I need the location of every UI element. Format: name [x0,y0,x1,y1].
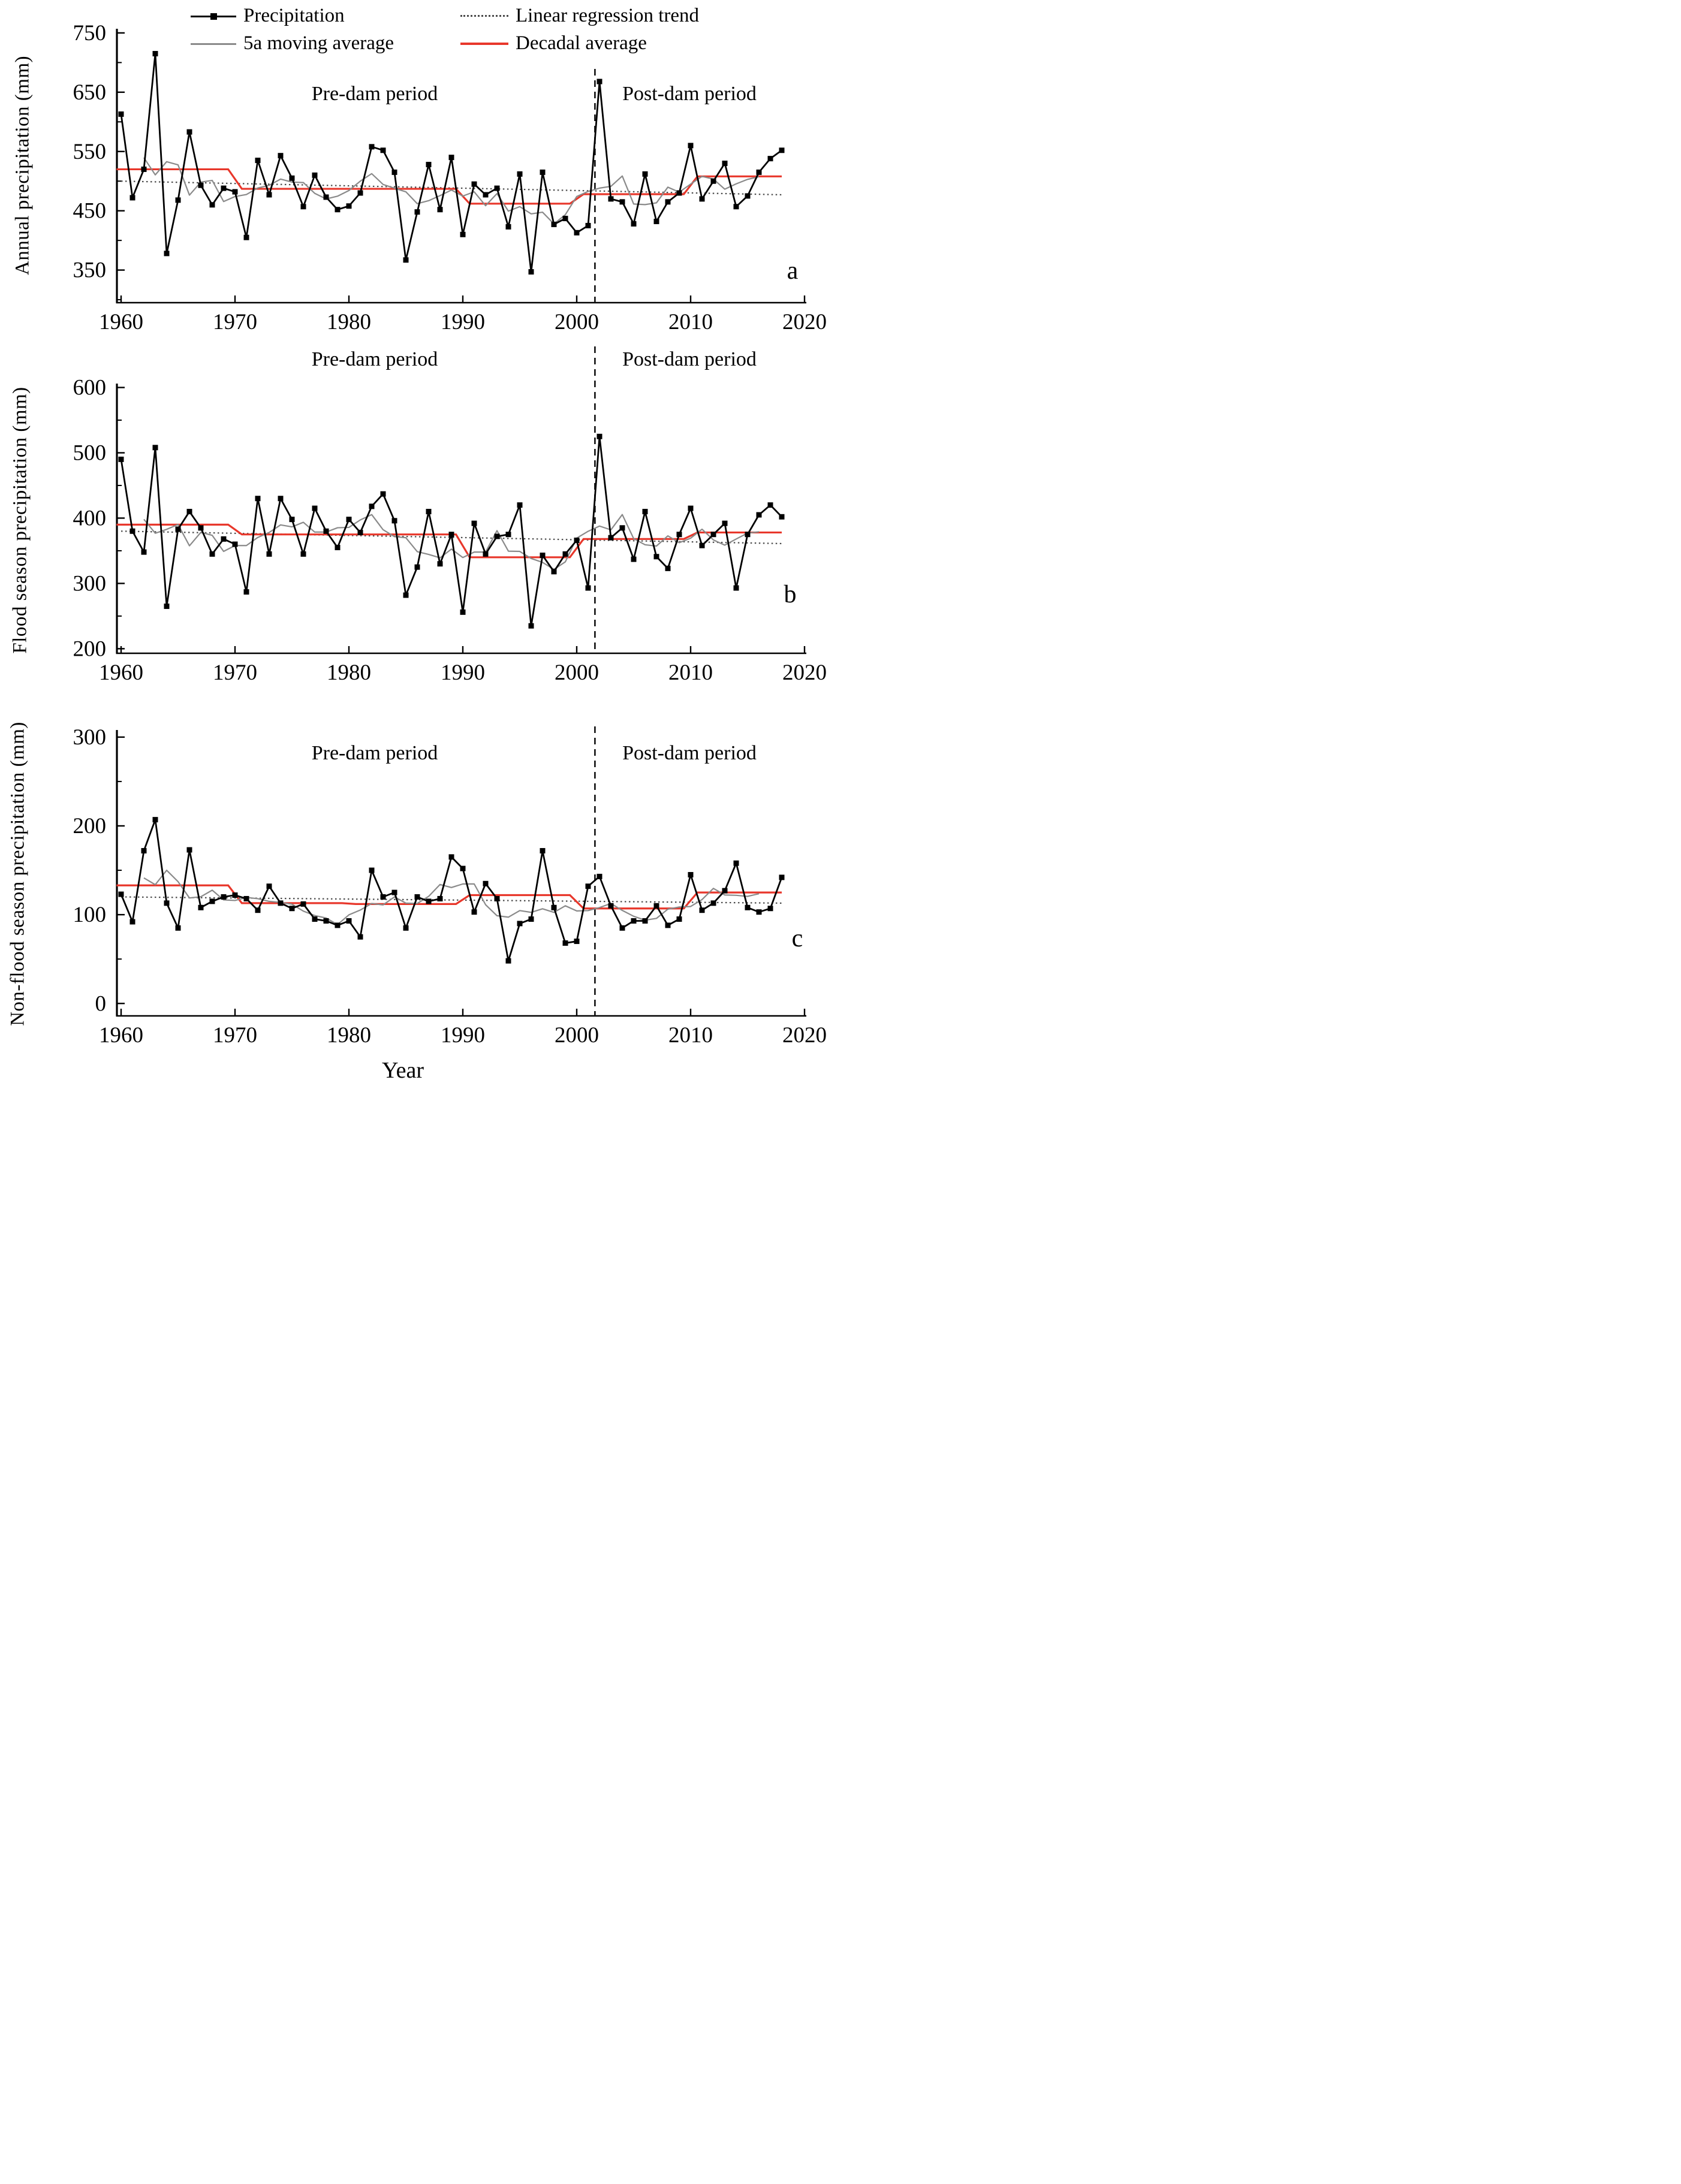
svg-text:2020: 2020 [782,1023,827,1048]
pre-dam-label-a: Pre-dam period [311,83,438,105]
svg-text:300: 300 [73,571,107,596]
y-axis-title-c: Non-flood season precipitation (mm) [7,722,29,1026]
svg-text:2000: 2000 [555,660,599,685]
svg-text:1990: 1990 [441,310,485,334]
red-line-icon [460,40,508,47]
y-axis-title-b: Flood season precipitation (mm) [9,387,31,654]
svg-text:400: 400 [73,506,107,530]
legend-item-moving-average: 5a moving average [191,34,394,53]
svg-text:2010: 2010 [668,660,713,685]
svg-text:2000: 2000 [555,310,599,334]
svg-text:2020: 2020 [782,310,827,334]
svg-text:1980: 1980 [327,310,371,334]
svg-text:1970: 1970 [213,660,257,685]
legend-label: 5a moving average [243,32,394,54]
precipitation-line-icon [191,13,236,20]
svg-text:1980: 1980 [327,660,371,685]
svg-text:2010: 2010 [668,310,713,334]
svg-text:300: 300 [73,725,107,750]
svg-text:750: 750 [73,21,107,46]
svg-text:350: 350 [73,258,107,283]
gray-line-icon [191,40,236,47]
svg-text:650: 650 [73,80,107,105]
svg-text:1970: 1970 [213,1023,257,1048]
svg-text:0: 0 [95,991,107,1016]
svg-text:550: 550 [73,140,107,164]
panel-letter-b: b [784,581,797,608]
svg-text:200: 200 [73,814,107,838]
svg-text:600: 600 [73,376,107,400]
dotted-line-icon [460,13,508,20]
svg-text:1980: 1980 [327,1023,371,1048]
svg-text:1960: 1960 [99,660,143,685]
svg-text:1960: 1960 [99,310,143,334]
svg-text:450: 450 [73,199,107,224]
svg-text:2010: 2010 [668,1023,713,1048]
svg-text:1970: 1970 [213,310,257,334]
svg-text:100: 100 [73,903,107,927]
post-dam-label-b: Post-dam period [622,348,757,370]
svg-text:500: 500 [73,441,107,465]
pre-dam-label-c: Pre-dam period [311,742,438,764]
legend-item-decadal: Decadal average [460,34,647,53]
svg-text:1990: 1990 [441,1023,485,1048]
precipitation-figure: 350 450 550 650 750 1960 1970 1980 1990 2000 2010 2… [0,0,840,1092]
svg-text:1960: 1960 [99,1023,143,1048]
legend-label: Linear regression trend [516,5,700,26]
pre-dam-label-b: Pre-dam period [311,348,438,370]
svg-text:2020: 2020 [782,660,827,685]
svg-text:1990: 1990 [441,660,485,685]
legend-item-trend: Linear regression trend [460,6,699,26]
y-axis-title-a: Annual precipitation (mm) [11,55,34,276]
legend-item-precipitation: Precipitation [191,6,345,26]
legend-label: Precipitation [243,5,345,26]
x-axis-title: Year [381,1058,424,1083]
panel-letter-a: a [787,257,799,285]
post-dam-label-c: Post-dam period [622,742,757,764]
svg-text:200: 200 [73,637,107,661]
legend-label: Decadal average [516,32,647,54]
post-dam-label-a: Post-dam period [622,83,757,105]
svg-text:2000: 2000 [555,1023,599,1048]
panel-letter-c: c [791,925,803,952]
